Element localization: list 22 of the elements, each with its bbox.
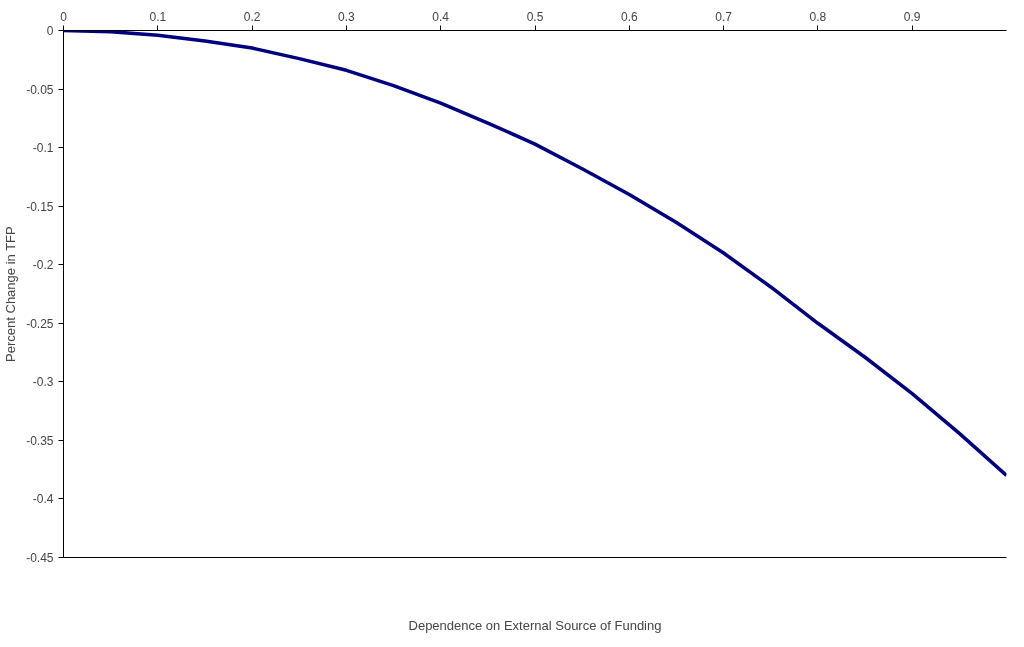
x-tick-label: 0.3 <box>338 9 356 24</box>
x-tick-label: 0.6 <box>620 9 638 24</box>
x-tick-label: 0.1 <box>149 9 167 24</box>
y-tick-label: -0.15 <box>26 199 54 214</box>
x-tick-label: 0 <box>60 9 68 24</box>
x-tick-label: 0.5 <box>526 9 544 24</box>
y-tick-label: -0.45 <box>26 551 54 565</box>
y-tick-label: -0.05 <box>26 82 54 97</box>
x-tick-label: 0.4 <box>432 9 450 24</box>
y-tick-label: 0 <box>46 24 54 38</box>
y-tick-label: -0.25 <box>26 316 54 331</box>
y-tick-label: -0.1 <box>32 141 54 156</box>
x-tick-label: 0.2 <box>243 9 261 24</box>
x-tick-label: 0.7 <box>715 9 733 24</box>
x-tick-label: 0.8 <box>809 9 827 24</box>
y-tick-label: -0.35 <box>26 433 54 448</box>
y-axis-title: Percent Change in TFP <box>3 226 19 362</box>
y-tick-label: -0.2 <box>32 258 54 273</box>
x-tick-label: 0.9 <box>903 9 921 24</box>
x-axis-title: Dependence on External Source of Funding <box>408 617 662 633</box>
y-tick-label: -0.4 <box>32 492 54 507</box>
y-tick-label: -0.3 <box>32 375 54 390</box>
